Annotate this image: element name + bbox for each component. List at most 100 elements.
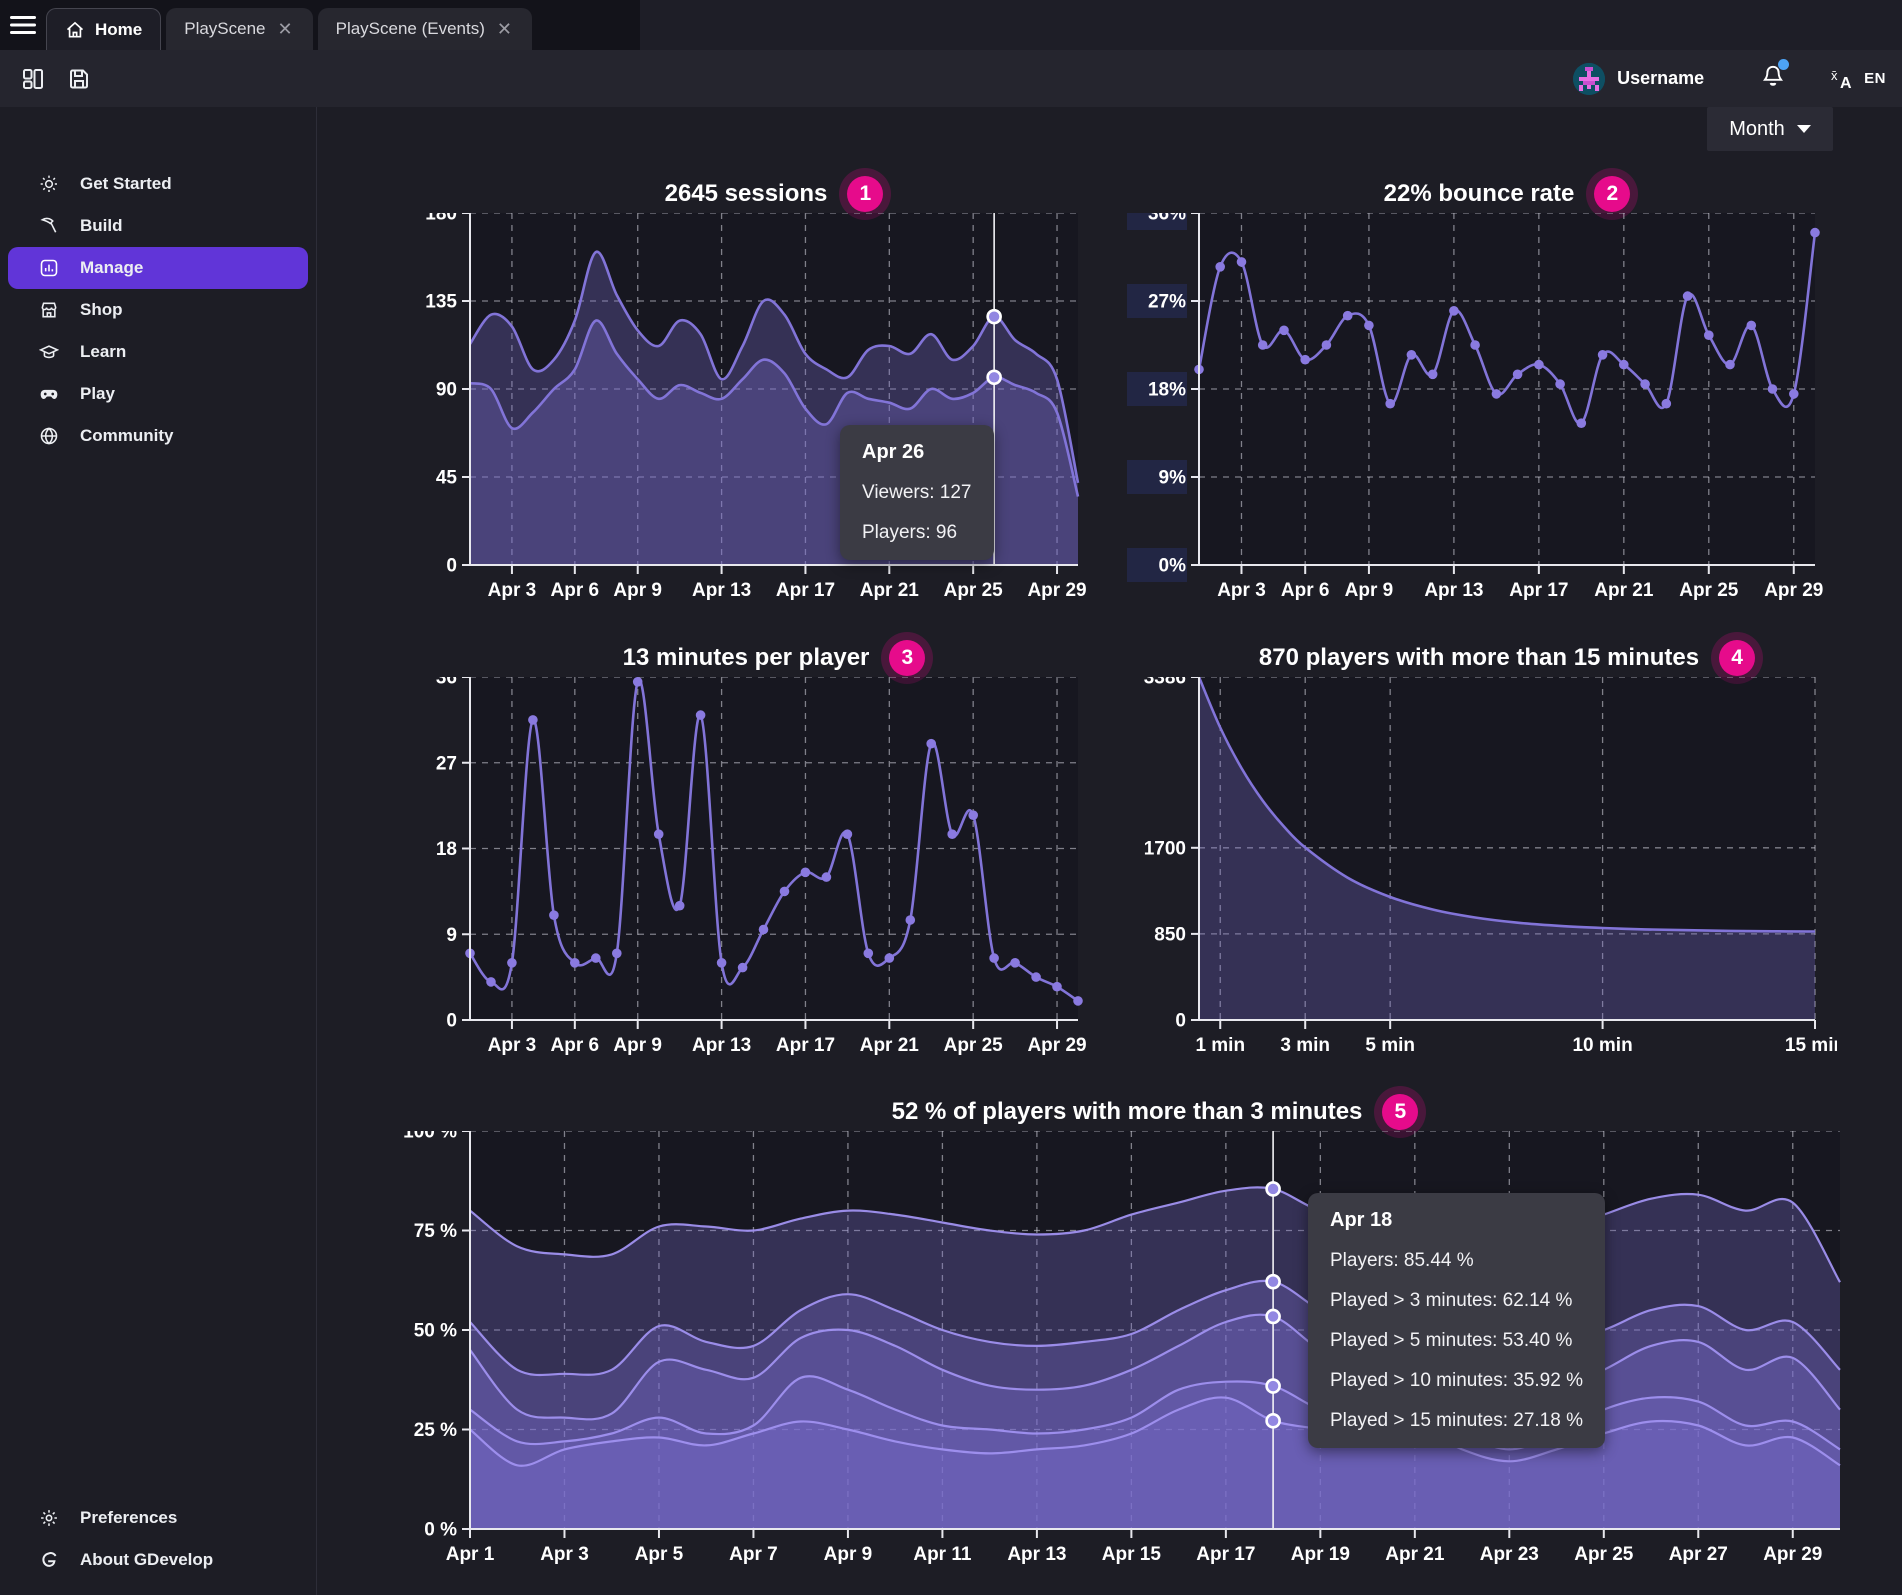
step-badge: 1 <box>847 176 884 212</box>
sessions-chart[interactable]: 2645 sessions 1 180 135 90 45 0 Apr 3 Apr 6 Apr 9… <box>395 175 1100 648</box>
minutes-per-player-chart[interactable]: 13 minutes per player 3 36 27 18 9 0 Apr 3 Apr 6… <box>395 639 1100 1103</box>
y-tick-label: 75 % <box>414 1221 457 1242</box>
period-dropdown-value: Month <box>1729 117 1785 140</box>
y-tick-label: 0 <box>1175 1011 1186 1032</box>
y-tick-label: 0% <box>1159 556 1187 577</box>
chart-plot[interactable]: 36 27 18 9 0 Apr 3 Apr 6 Apr 9 Apr 13 Apr 17 Apr 2… <box>395 668 1100 1098</box>
data-point <box>1704 330 1714 340</box>
save-project-button[interactable] <box>62 62 96 96</box>
svg-text:A: A <box>1840 75 1852 91</box>
data-point <box>1576 418 1587 428</box>
main-menu-button[interactable] <box>0 0 46 50</box>
data-point <box>884 953 895 963</box>
data-point <box>1661 398 1672 409</box>
close-tab-icon[interactable]: ✕ <box>496 18 512 39</box>
language-selector[interactable]: x̄ A EN <box>1830 67 1886 91</box>
hover-marker <box>1265 1378 1281 1394</box>
user-account-button[interactable]: Username <box>1573 62 1704 95</box>
data-point <box>947 829 957 839</box>
x-tick-label: Apr 9 <box>1345 580 1394 601</box>
x-tick-label: Apr 7 <box>729 1544 778 1565</box>
sidebar-item-get-started[interactable]: Get Started <box>8 163 308 205</box>
y-tick-label: 100 % <box>403 1131 457 1143</box>
data-point <box>737 962 748 973</box>
tab-label: PlayScene (Events) <box>335 19 485 38</box>
x-tick-label: Apr 25 <box>1679 580 1739 601</box>
chart-plot[interactable]: 100 % 75 % 50 % 25 % 0 % Apr 1 Apr 3 Apr 5 Apr 7… <box>395 1122 1862 1595</box>
close-tab-icon[interactable]: ✕ <box>277 18 293 39</box>
data-point <box>716 958 727 968</box>
gear-icon <box>38 1508 60 1528</box>
session-duration-chart[interactable]: 870 players with more than 15 minutes 4 33… <box>1124 639 1845 1103</box>
data-point <box>1597 350 1608 360</box>
hover-marker <box>1265 1181 1281 1197</box>
sidebar-item-manage[interactable]: Manage <box>8 247 308 289</box>
tick-label-box <box>1127 372 1187 406</box>
x-tick-label: Apr 27 <box>1669 1544 1728 1565</box>
x-tick-label: Apr 29 <box>1763 1544 1822 1565</box>
notifications-button[interactable] <box>1760 59 1790 94</box>
data-point <box>989 953 999 963</box>
series-line <box>469 1396 1841 1467</box>
x-tick-label: Apr 6 <box>1281 580 1330 601</box>
y-tick-label: 0 <box>446 556 457 577</box>
sidebar-item-play[interactable]: Play <box>8 373 308 415</box>
language-code-label: EN <box>1864 70 1886 87</box>
sidebar: Get Started Build Manage Shop <box>0 107 317 1595</box>
data-point <box>1789 389 1799 399</box>
chart-title: 2645 sessions 1 <box>470 175 1078 213</box>
series-area <box>470 1397 1840 1529</box>
tab-home[interactable]: Home <box>46 8 162 50</box>
x-tick-label: Apr 3 <box>1217 580 1266 601</box>
bounce-rate-chart[interactable]: 22% bounce rate 2 36% 27% 18% 9% 0% Apr 3 Apr 6 A… <box>1124 175 1837 648</box>
chart-plot[interactable]: 3386 1700 850 0 1 min 3 min 5 min 10 min 15 min <box>1124 668 1845 1098</box>
x-tick-label: 15 min <box>1785 1035 1837 1056</box>
data-point <box>1767 384 1778 394</box>
tooltip-played-5min-value: Played > 5 minutes: 53.40 % <box>1330 1330 1573 1351</box>
sidebar-item-learn[interactable]: Learn <box>8 331 308 373</box>
x-tick-label: Apr 9 <box>613 1035 662 1056</box>
tooltip-date: Apr 26 <box>862 441 925 463</box>
series-area <box>470 1376 1840 1529</box>
series-line <box>469 1313 1841 1421</box>
chart-title-text: 2645 sessions <box>664 180 828 207</box>
data-point <box>1300 354 1310 365</box>
open-project-manager-button[interactable] <box>16 62 50 96</box>
toolbar: Username x̄ A EN <box>0 50 1902 107</box>
data-point <box>591 953 601 963</box>
x-tick-label: Apr 25 <box>944 1035 1004 1056</box>
hover-marker <box>986 308 1002 325</box>
player-retention-chart[interactable]: 52 % of players with more than 3 minutes… <box>395 1093 1862 1595</box>
y-tick-label: 90 <box>436 380 457 401</box>
x-tick-label: Apr 25 <box>944 580 1004 601</box>
data-point <box>821 872 832 882</box>
data-point <box>1010 958 1020 968</box>
data-point <box>1555 379 1565 389</box>
step-badge: 2 <box>1594 176 1631 212</box>
chart-title-text: 13 minutes per player <box>622 644 870 671</box>
sidebar-item-community[interactable]: Community <box>8 415 308 457</box>
x-tick-label: Apr 29 <box>1764 580 1823 601</box>
tooltip-played-3min-value: Played > 3 minutes: 62.14 % <box>1330 1290 1573 1311</box>
period-dropdown[interactable]: Month <box>1707 107 1833 151</box>
series-line <box>469 1279 1841 1377</box>
tick-label-box <box>1127 548 1187 582</box>
data-point <box>779 886 790 897</box>
bar-chart-icon <box>38 258 60 278</box>
chart-plot[interactable]: 36% 27% 18% 9% 0% Apr 3 Apr 6 Apr 9 Apr 13 Apr 17… <box>1124 196 1837 643</box>
sidebar-item-shop[interactable]: Shop <box>8 289 308 331</box>
tab-playscene[interactable]: PlayScene ✕ <box>166 8 313 50</box>
x-tick-label: Apr 11 <box>913 1544 972 1565</box>
data-point <box>632 677 643 687</box>
sidebar-item-preferences[interactable]: Preferences <box>8 1497 308 1539</box>
chart-title-text: 52 % of players with more than 3 minutes <box>891 1098 1363 1125</box>
y-tick-label: 36% <box>1148 213 1186 225</box>
sidebar-item-about-gdevelop[interactable]: About GDevelop <box>8 1539 308 1581</box>
sidebar-item-build[interactable]: Build <box>8 205 308 247</box>
tab-playscene-events[interactable]: PlayScene (Events) ✕ <box>317 8 532 50</box>
analytics-dashboard: Month 2645 sessions 1 180 135 90 45 0 Apr 3 Apr … <box>317 107 1902 1595</box>
x-tick-label: Apr 23 <box>1480 1544 1539 1565</box>
hover-marker <box>986 369 1002 386</box>
